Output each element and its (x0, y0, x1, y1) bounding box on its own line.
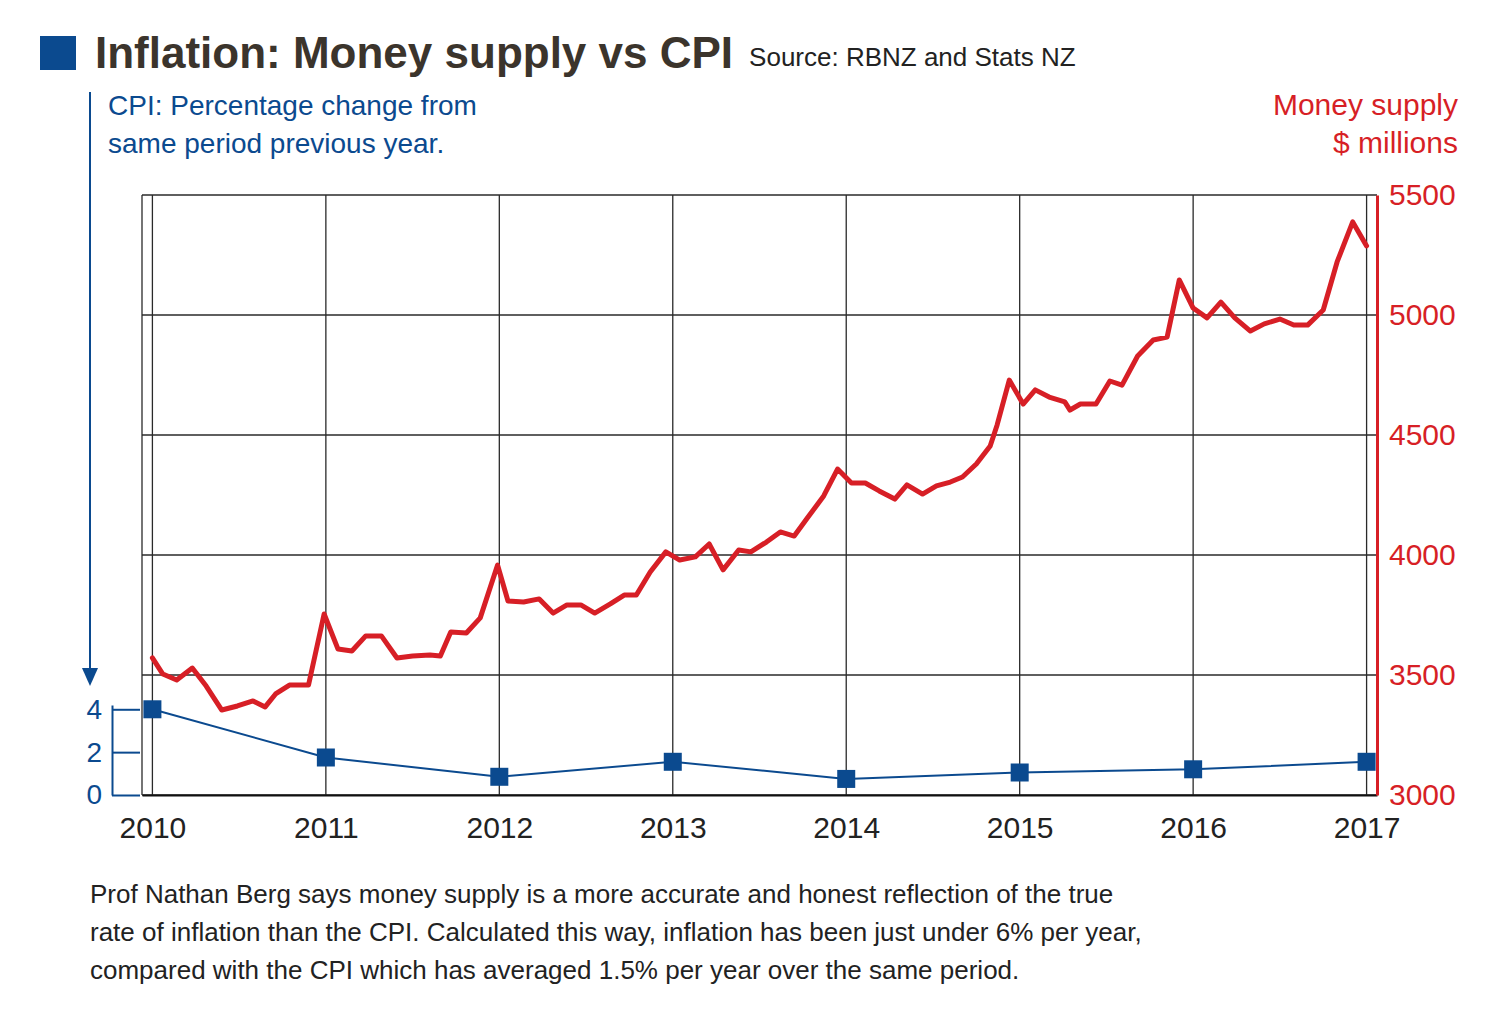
chart-container: 2010 2011 2012 2013 2014 2015 2016 20173000 3500… (0, 0, 1499, 1025)
y2-tick: 5000 (1377, 298, 1456, 331)
x-tick: 2015 (987, 795, 1054, 844)
y-tick-label: 4 (86, 694, 102, 725)
grid-line-vertical (1019, 195, 1020, 795)
x-tick-label: 2011 (294, 811, 359, 844)
grid-line-vertical (672, 195, 673, 795)
title: Inflation: Money supply vs CPI (95, 28, 733, 77)
arrow-head (82, 668, 98, 686)
y-tick-label: 0 (86, 779, 102, 810)
grid-line-horizontal (142, 434, 1377, 435)
series-marker (317, 749, 335, 767)
y2-tick-label: 3000 (1389, 778, 1456, 811)
series-marker (1011, 764, 1029, 782)
series-marker (143, 700, 161, 718)
plot-area (143, 222, 1375, 788)
y-tick-mark (112, 709, 140, 711)
x-tick-label: 2010 (120, 811, 187, 844)
y-tick-label: 2 (86, 737, 102, 768)
y2-axis-title: Money supply (1273, 88, 1458, 121)
y2-axis-line (1376, 196, 1379, 796)
grid-line-horizontal (142, 674, 1377, 675)
x-tick: 2016 (1160, 795, 1227, 844)
y2-tick: 4000 (1377, 538, 1456, 571)
series-marker (1358, 753, 1376, 771)
x-tick-label: 2014 (813, 811, 880, 844)
y2-axis-title: $ millions (1333, 126, 1458, 159)
grid-line-vertical (325, 195, 326, 795)
x-tick: 2013 (640, 795, 707, 844)
caption: rate of inflation than the CPI. Calculat… (90, 917, 1142, 947)
series-marker (664, 753, 682, 771)
x-tick-label: 2015 (987, 811, 1054, 844)
x-tick: 2011 (294, 795, 359, 844)
plot-frame-left (141, 195, 142, 795)
y-axis-title: CPI: Percentage change from (108, 90, 477, 121)
x-tick: 2014 (813, 795, 880, 844)
y2-tick: 5500 (1377, 178, 1456, 211)
caption: compared with the CPI which has averaged… (90, 955, 1019, 985)
x-tick: 2012 (466, 795, 533, 844)
x-tick-label: 2013 (640, 811, 707, 844)
series-marker (1184, 760, 1202, 778)
y2-tick-label: 3500 (1389, 658, 1456, 691)
y-tick: 0 (86, 779, 140, 810)
series-marker (490, 768, 508, 786)
grid-line-horizontal (142, 314, 1377, 315)
y-axis-line (112, 706, 114, 796)
x-axis-line (143, 795, 1378, 797)
y-tick-mark (112, 795, 140, 797)
y2-tick-label: 5000 (1389, 298, 1456, 331)
caption: Prof Nathan Berg says money supply is a … (90, 879, 1113, 909)
y-tick: 4 (86, 694, 140, 725)
y2-tick: 3000 (1377, 778, 1456, 811)
y-tick-mark (112, 752, 140, 754)
source: Source: RBNZ and Stats NZ (749, 42, 1076, 72)
y-tick: 2 (86, 737, 140, 768)
y2-axis: 3000 3500 4000 4500 5000 5500 (1377, 178, 1456, 811)
y2-tick: 3500 (1377, 658, 1456, 691)
grid-line-vertical (1192, 195, 1193, 795)
grid-line-vertical (499, 195, 500, 795)
y2-tick-label: 4000 (1389, 538, 1456, 571)
x-axis: 2010 2011 2012 2013 2014 2015 2016 2017 (120, 795, 1401, 844)
x-tick-label: 2017 (1334, 811, 1401, 844)
x-tick-label: 2016 (1160, 811, 1227, 844)
grid-line-vertical (846, 195, 847, 795)
series-line (152, 709, 1366, 779)
grid-line-horizontal (142, 554, 1377, 555)
arrow-line (89, 92, 91, 672)
series-marker (837, 770, 855, 788)
grid-line-horizontal (142, 794, 1377, 795)
chart-svg: 2010 2011 2012 2013 2014 2015 2016 20173000 3500… (0, 0, 1499, 1025)
title-square (40, 36, 76, 70)
x-tick: 2010 (120, 795, 187, 844)
background (0, 0, 1499, 1025)
grid-line-horizontal (142, 194, 1377, 195)
y2-tick: 4500 (1377, 418, 1456, 451)
grid (142, 195, 1377, 795)
y2-tick-label: 4500 (1389, 418, 1456, 451)
y2-tick-label: 5500 (1389, 178, 1456, 211)
x-tick-label: 2012 (466, 811, 533, 844)
y-axis: 0 2 4 (86, 694, 140, 811)
y-axis-title: same period previous year. (108, 128, 444, 159)
series-line (152, 222, 1366, 710)
grid-line-vertical (1366, 195, 1367, 795)
